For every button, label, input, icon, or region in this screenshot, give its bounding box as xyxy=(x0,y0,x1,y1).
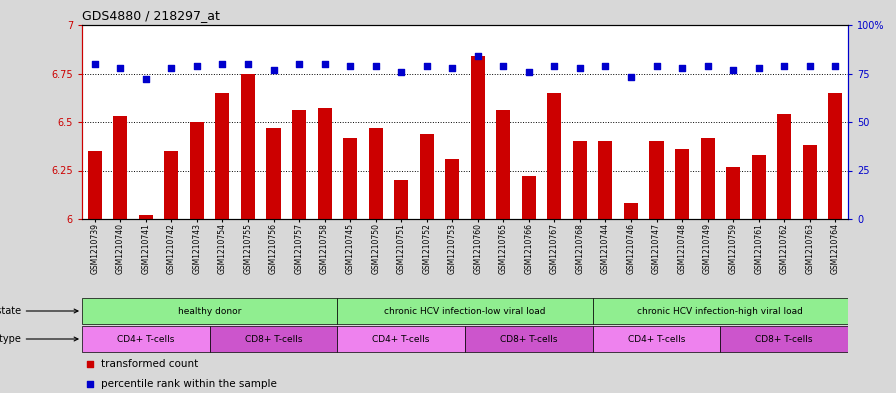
Point xyxy=(394,68,409,75)
Bar xyxy=(547,93,562,219)
Point xyxy=(675,64,689,71)
Point xyxy=(828,62,842,69)
Bar xyxy=(394,180,409,219)
Bar xyxy=(470,56,485,219)
Bar xyxy=(215,93,229,219)
Bar xyxy=(720,325,848,353)
Bar xyxy=(573,141,587,219)
Point xyxy=(82,381,97,387)
Bar xyxy=(82,298,337,325)
Bar xyxy=(675,149,689,219)
Text: GDS4880 / 218297_at: GDS4880 / 218297_at xyxy=(82,9,220,22)
Bar xyxy=(624,204,638,219)
Point xyxy=(650,62,664,69)
Bar xyxy=(726,167,740,219)
Point xyxy=(445,64,460,71)
Text: transformed count: transformed count xyxy=(101,359,198,369)
Text: cell type: cell type xyxy=(0,334,78,344)
Bar xyxy=(701,138,715,219)
Point xyxy=(82,360,97,367)
Point xyxy=(496,62,511,69)
Bar xyxy=(777,114,791,219)
Bar xyxy=(496,110,511,219)
Bar xyxy=(650,141,664,219)
Point xyxy=(317,61,332,67)
Point xyxy=(241,61,255,67)
Bar xyxy=(139,215,153,219)
Point xyxy=(777,62,791,69)
Bar xyxy=(210,325,337,353)
Text: CD8+ T-cells: CD8+ T-cells xyxy=(755,334,813,343)
Bar xyxy=(343,138,358,219)
Point xyxy=(113,64,127,71)
Text: CD8+ T-cells: CD8+ T-cells xyxy=(245,334,302,343)
Point xyxy=(164,64,178,71)
Point xyxy=(547,62,562,69)
Point xyxy=(88,61,102,67)
Bar xyxy=(317,108,332,219)
Point xyxy=(521,68,536,75)
Point xyxy=(139,76,153,83)
Point xyxy=(752,64,766,71)
Bar xyxy=(113,116,127,219)
Bar xyxy=(752,155,766,219)
Bar xyxy=(164,151,178,219)
Bar xyxy=(465,325,592,353)
Bar xyxy=(337,298,592,325)
Bar xyxy=(266,128,280,219)
Point xyxy=(419,62,434,69)
Bar xyxy=(828,93,842,219)
Text: chronic HCV infection-high viral load: chronic HCV infection-high viral load xyxy=(637,307,804,316)
Text: CD4+ T-cells: CD4+ T-cells xyxy=(628,334,685,343)
Bar xyxy=(521,176,536,219)
Point xyxy=(292,61,306,67)
Bar xyxy=(803,145,817,219)
Point xyxy=(266,66,280,73)
Bar xyxy=(337,325,465,353)
Bar xyxy=(419,134,434,219)
Text: CD8+ T-cells: CD8+ T-cells xyxy=(500,334,557,343)
Bar xyxy=(445,159,460,219)
Text: percentile rank within the sample: percentile rank within the sample xyxy=(101,379,277,389)
Text: chronic HCV infection-low viral load: chronic HCV infection-low viral load xyxy=(384,307,546,316)
Bar xyxy=(241,73,255,219)
Bar xyxy=(82,325,210,353)
Text: CD4+ T-cells: CD4+ T-cells xyxy=(117,334,175,343)
Text: disease state: disease state xyxy=(0,306,78,316)
Point xyxy=(726,66,740,73)
Text: CD4+ T-cells: CD4+ T-cells xyxy=(373,334,430,343)
Bar xyxy=(190,122,204,219)
Point xyxy=(190,62,204,69)
Point xyxy=(701,62,715,69)
Bar xyxy=(292,110,306,219)
Point xyxy=(803,62,817,69)
Bar xyxy=(88,151,102,219)
Point xyxy=(470,53,485,59)
Point xyxy=(599,62,613,69)
Point xyxy=(343,62,358,69)
Point xyxy=(573,64,587,71)
Text: healthy donor: healthy donor xyxy=(178,307,241,316)
Bar xyxy=(368,128,383,219)
Bar xyxy=(592,298,848,325)
Bar xyxy=(592,325,720,353)
Point xyxy=(368,62,383,69)
Bar xyxy=(599,141,613,219)
Point xyxy=(624,74,638,81)
Point xyxy=(215,61,229,67)
